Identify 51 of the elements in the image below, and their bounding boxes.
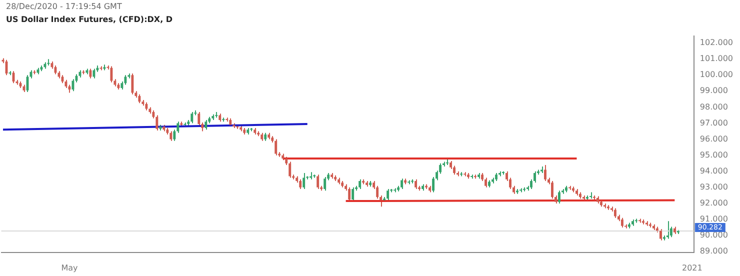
candlestick (352, 186, 354, 202)
candlestick (274, 138, 278, 156)
candlestick (551, 180, 554, 200)
y-tick-label: 91.000 (700, 214, 728, 224)
y-tick-label: 94.000 (700, 166, 728, 176)
candlestick (376, 185, 379, 200)
candlestick (198, 112, 200, 126)
y-tick-label: 96.000 (700, 134, 728, 144)
y-tick-label: 100.000 (700, 70, 734, 80)
candlestick (432, 176, 435, 193)
candlestick (316, 174, 320, 190)
chart-title: US Dollar Index Futures, (CFD):DX, D (6, 14, 174, 24)
candlestick (400, 178, 404, 190)
candlestick (131, 73, 134, 95)
candlestick (620, 217, 624, 228)
y-tick-label: 101.000 (700, 54, 734, 64)
candlestick (358, 178, 362, 190)
y-tick-label: 90.000 (700, 230, 728, 240)
candlestick (544, 164, 546, 182)
candlestick (204, 120, 208, 130)
candlestick (110, 66, 113, 83)
candlestick (558, 190, 560, 204)
y-tick-label: 89.000 (700, 246, 728, 256)
candlestick (299, 178, 302, 190)
candlestick (288, 161, 292, 178)
candlestick (659, 228, 662, 241)
candlestick (89, 68, 92, 79)
candlestick (386, 188, 390, 201)
candlestick (324, 176, 326, 192)
candlestick (614, 208, 616, 218)
y-tick-label: 99.000 (700, 86, 728, 96)
y-tick-label: 97.000 (700, 118, 728, 128)
y-tick-label: 95.000 (700, 150, 728, 160)
y-tick-label: 102.000 (700, 38, 734, 48)
y-tick-label: 92.000 (700, 198, 728, 208)
x-tick-label: 2021 (682, 263, 702, 272)
candlestick (124, 74, 127, 86)
candlestick (484, 177, 487, 188)
candlestick (302, 172, 306, 190)
candlestick (666, 220, 669, 240)
chart-subtitle: 28/Dec/2020 - 17:19:54 GMT (6, 1, 123, 11)
candlestick (72, 78, 74, 92)
y-tick-label: 93.000 (700, 182, 728, 192)
candlestick (170, 130, 172, 142)
candlestick (348, 186, 351, 202)
y-tick-label: 98.000 (700, 102, 728, 112)
candlestick (190, 112, 194, 124)
x-tick-label: May (61, 263, 78, 272)
candlestick (414, 178, 418, 190)
candlestick (156, 114, 158, 131)
candlestick (92, 68, 96, 79)
